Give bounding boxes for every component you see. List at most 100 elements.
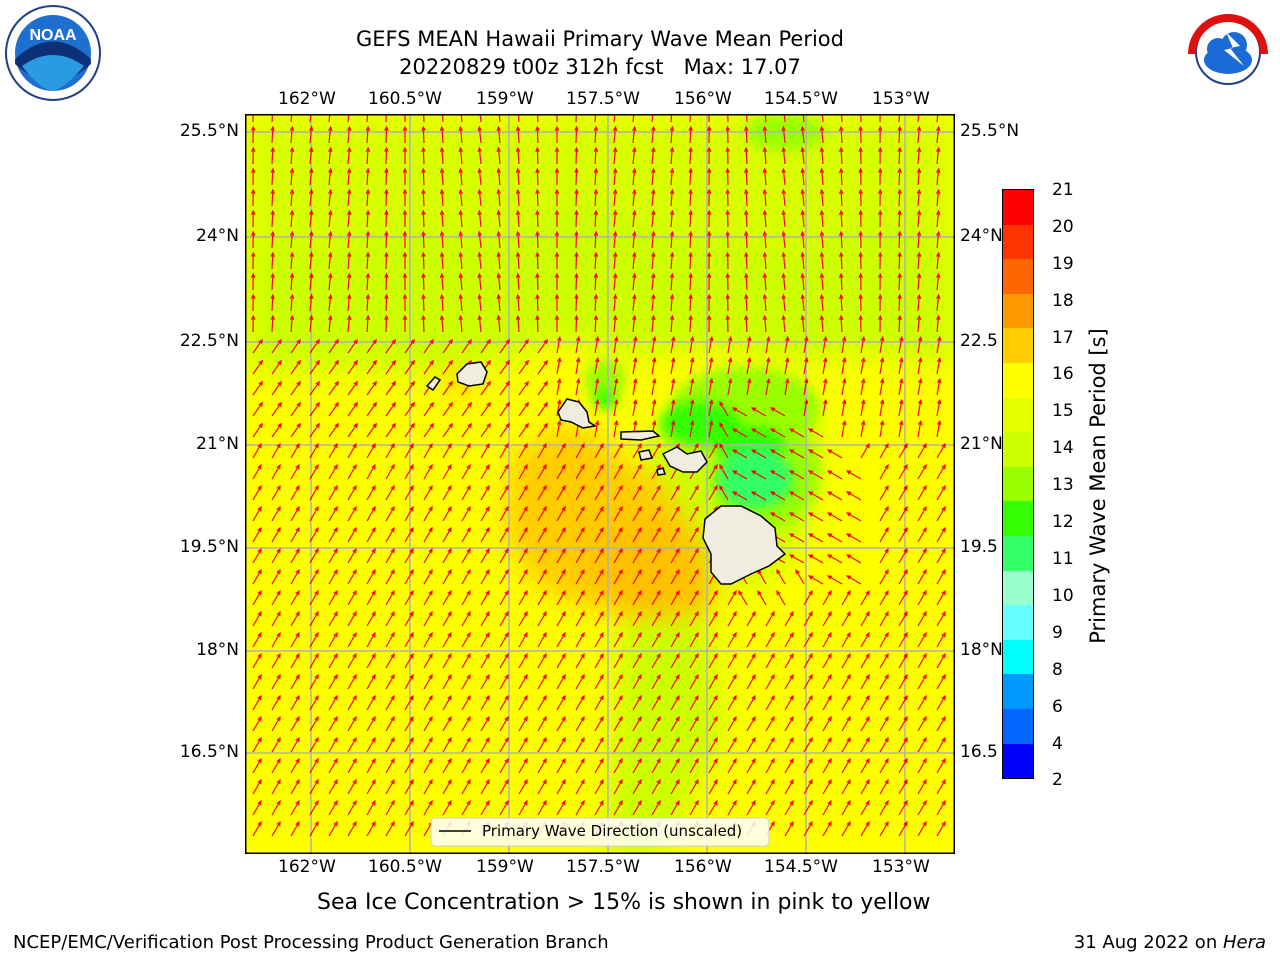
direction-arrow [252,359,263,375]
direction-arrow [423,736,433,753]
direction-arrow [708,398,714,417]
direction-arrow [719,442,729,459]
direction-arrow [936,610,946,627]
direction-arrow [496,146,502,165]
direction-arrow [936,694,946,711]
direction-arrow [252,526,262,543]
direction-arrow [289,125,295,144]
direction-arrow [879,589,889,606]
direction-arrow [309,442,319,459]
direction-arrow [860,631,870,648]
direction-arrow [515,293,521,312]
direction-arrow [439,167,445,186]
direction-arrow [404,442,414,459]
direction-arrow [744,188,749,207]
direction-arrow [252,442,262,459]
direction-arrow [458,167,463,186]
direction-arrow [271,757,281,774]
direction-arrow [917,652,927,669]
direction-arrow [480,610,490,627]
direction-arrow [879,736,889,753]
direction-arrow [442,505,452,522]
direction-arrow [421,251,426,270]
direction-arrow [784,757,794,774]
direction-arrow [879,398,885,417]
direction-arrow [384,272,389,291]
direction-arrow [725,314,730,333]
direction-arrow [826,449,843,459]
direction-arrow [556,526,566,543]
direction-arrow [328,505,338,522]
direction-arrow [385,380,396,396]
direction-arrow [936,631,946,648]
direction-arrow [556,736,566,753]
direction-arrow [727,778,737,795]
direction-arrow [838,146,844,165]
direction-arrow [385,757,395,774]
direction-arrow [404,652,414,669]
direction-arrow [594,631,604,648]
direction-arrow [632,799,642,816]
direction-arrow [708,694,718,711]
direction-arrow [496,230,502,249]
direction-arrow [347,631,357,648]
colorbar-segment [1003,605,1033,640]
direction-arrow [879,778,889,795]
direction-arrow [746,799,756,816]
direction-arrow [461,757,471,774]
direction-arrow [917,673,927,690]
direction-arrow [594,419,600,438]
direction-arrow [860,398,866,417]
direction-arrow [515,314,521,333]
direction-arrow [554,251,560,270]
colorbar-segment [1003,639,1033,675]
direction-arrow [877,272,883,291]
direction-arrow [727,799,737,816]
lon-tick-bottom: 154.5°W [764,857,838,877]
direction-arrow [499,610,509,627]
colorbar-tick: 16 [1052,364,1074,384]
direction-arrow [936,589,946,606]
direction-arrow [366,715,376,732]
direction-arrow [290,359,301,375]
direction-arrow [480,526,490,543]
direction-arrow [670,377,676,396]
wave-direction-arrows [250,114,946,837]
direction-arrow [252,463,262,480]
direction-arrow [879,419,885,438]
period-field-17s [442,372,715,619]
direction-arrow [309,125,314,144]
direction-arrow [347,799,357,816]
direction-arrow [289,230,295,249]
direction-arrow [385,610,395,627]
direction-arrow [309,778,319,795]
direction-arrow [860,799,870,816]
direction-arrow [477,314,482,333]
direction-arrow [535,272,540,291]
direction-arrow [781,314,786,333]
direction-arrow [384,125,389,144]
direction-arrow [727,589,737,606]
direction-arrow [917,335,923,354]
direction-arrow [936,167,941,186]
direction-arrow [594,694,604,711]
direction-arrow [347,652,357,669]
direction-arrow [535,125,540,144]
direction-arrow [515,272,521,291]
direction-arrow [556,398,562,417]
direction-arrow [252,820,262,837]
direction-arrow [271,778,281,795]
direction-arrow [328,146,333,165]
direction-arrow [537,463,547,480]
direction-arrow [328,820,338,837]
direction-arrow [800,314,805,333]
direction-arrow [807,512,824,522]
direction-arrow [290,505,300,522]
colorbar-segment [1003,259,1033,294]
direction-arrow [518,422,529,438]
colorbar-tick: 14 [1052,438,1074,458]
direction-arrow [781,230,786,249]
direction-arrow [537,757,547,774]
direction-arrow [781,272,786,291]
direction-arrow [252,505,262,522]
